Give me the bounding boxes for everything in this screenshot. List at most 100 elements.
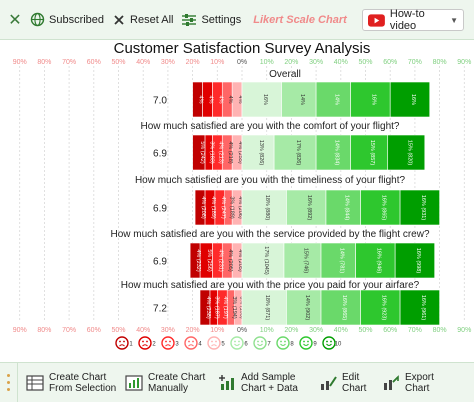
axis-tick-bottom: 80% (433, 327, 447, 334)
bar-segment-positive (315, 81, 351, 118)
edit-chart-button[interactable]: Edit Chart (319, 372, 374, 394)
bar-segment-positive (394, 242, 435, 279)
bar-data-label: 4% (227, 96, 233, 104)
legend-scale-label: 5 (221, 342, 225, 348)
smiley-mouth (257, 343, 263, 346)
reset-all-button[interactable]: Reset All (112, 13, 173, 27)
bar-data-label: 4% (205) (237, 249, 243, 271)
smiley-eye (284, 340, 286, 343)
row-score: 6.9 (153, 204, 167, 215)
axis-tick-bottom: 0% (237, 327, 247, 334)
axis-tick-bottom: 90% (457, 327, 471, 334)
bar-data-label: 18% (880) (264, 195, 270, 221)
add-chart-icon (219, 374, 234, 390)
bar-data-label: 16% (865) (380, 195, 386, 221)
smiley-mouth (165, 344, 171, 347)
question-label: How much satisfied are you with the serv… (110, 229, 429, 240)
bar-segment-negative (192, 81, 203, 118)
bar-data-label: 14% (834) (333, 140, 339, 166)
axis-tick-bottom: 40% (334, 327, 348, 334)
smiley-4-icon (184, 336, 198, 350)
row-score: 7.0 (153, 96, 167, 107)
bar-segment-negative (194, 189, 206, 226)
axis-tick-top: 20% (186, 59, 200, 66)
smiley-eye (307, 340, 309, 343)
bar-data-label: 4% (237, 96, 243, 104)
bar-data-label: 14% (844) (343, 195, 349, 221)
axis-tick-top: 30% (309, 59, 323, 66)
bar-segment-positive (389, 81, 431, 118)
axis-tick-bottom: 50% (111, 327, 125, 334)
axis-tick-bottom: 30% (309, 327, 323, 334)
axis-tick-top: 40% (136, 59, 150, 66)
bar-data-label: 4% (231) (217, 249, 223, 271)
smiley-6-icon (230, 336, 244, 350)
smiley-mouth (142, 344, 148, 347)
axis-tick-bottom: 20% (186, 327, 200, 334)
bar-data-label: 16% (410, 94, 416, 105)
smiley-eye (142, 340, 144, 343)
bar-data-label: 4% (205) (227, 249, 233, 271)
smiley-mouth (211, 344, 217, 347)
smiley-mouth (326, 343, 332, 346)
subscribed-button[interactable]: Subscribed (30, 12, 104, 27)
bar-segment-negative (192, 134, 206, 171)
create-chart-from-selection-button[interactable]: Create Chart From Selection (26, 372, 117, 394)
bar-segment-positive (399, 189, 440, 226)
bar-data-label: 3% (195) (238, 296, 244, 318)
add-sample-chart-button[interactable]: Add Sample Chart + Data (218, 372, 311, 394)
bar-data-label: 3% (194) (231, 296, 237, 318)
subscribed-label: Subscribed (49, 13, 105, 26)
add-sample-label: Add Sample Chart + Data (241, 371, 298, 394)
bar-data-label: 3% (187) (214, 296, 220, 318)
bar-data-label: 16% (946) (375, 248, 381, 274)
legend-scale-label: 3 (175, 342, 179, 348)
smiley-eye (211, 340, 213, 343)
smiley-eye (238, 340, 240, 343)
create-chart-manually-button[interactable]: Create Chart Manually (125, 372, 210, 394)
axis-tick-top: 20% (284, 59, 298, 66)
bar-data-label: 13% (826) (258, 140, 264, 166)
bar-data-label: 16% (892) (306, 195, 312, 221)
bar-segment-positive (241, 81, 282, 118)
how-to-video-button[interactable]: How-to video ▼ (362, 8, 464, 32)
bar-data-label: 15% (857) (369, 140, 375, 166)
smiley-eye (280, 340, 282, 343)
bar-data-label: 4% (197) (222, 296, 228, 318)
smiley-eye (330, 340, 332, 343)
bar-segment-positive (355, 242, 396, 279)
axis-tick-top: 50% (358, 59, 372, 66)
smiley-mouth (119, 344, 125, 347)
export-chart-button[interactable]: Export Chart (382, 372, 441, 394)
bar-segment-negative (199, 289, 211, 326)
close-icon[interactable]: ✕ (8, 11, 22, 29)
bar-segment-positive (360, 289, 401, 326)
axis-tick-bottom: 60% (87, 327, 101, 334)
globe-icon (30, 12, 45, 27)
axis-tick-bottom: 70% (408, 327, 422, 334)
legend-scale-label: 2 (152, 342, 156, 348)
bar-segment-positive (241, 242, 285, 279)
smiley-1-icon (115, 336, 129, 350)
smiley-2-icon (138, 336, 152, 350)
legend-scale-label: 6 (244, 342, 248, 348)
bar-segment-positive (399, 289, 440, 326)
bar-data-label: 14% (781) (338, 248, 344, 274)
axis-tick-top: 80% (433, 59, 447, 66)
axis-tick-top: 40% (334, 59, 348, 66)
row-score: 6.9 (153, 149, 167, 160)
settings-button[interactable]: Settings (181, 13, 241, 27)
bar-data-label: 4% (198, 96, 204, 104)
axis-tick-top: 30% (161, 59, 175, 66)
axis-tick-bottom: 10% (210, 327, 224, 334)
dropdown-arrow-icon[interactable]: ▼ (450, 15, 458, 25)
smiley-9-icon (299, 336, 313, 350)
legend-scale-label: 9 (313, 342, 317, 348)
axis-tick-bottom: 30% (161, 327, 175, 334)
bar-segment-positive (350, 81, 391, 118)
bar-data-label: 16% (370, 94, 376, 105)
bar-segment-positive (320, 242, 356, 279)
bottom-grip-handle[interactable] (0, 362, 18, 402)
bar-data-label: 14% (333, 94, 339, 105)
smiley-eye (119, 340, 121, 343)
